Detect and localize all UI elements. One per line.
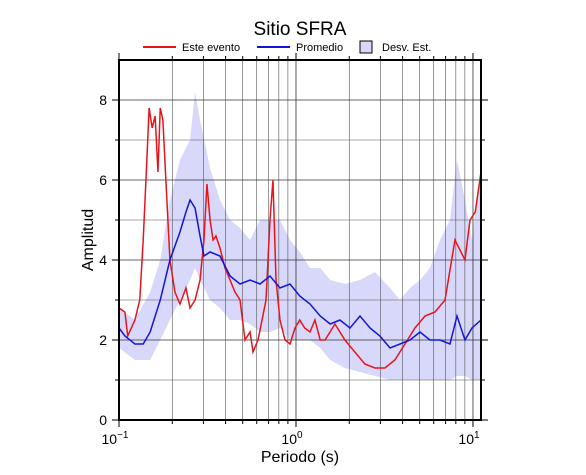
legend-swatch <box>359 40 373 54</box>
x-tick-base: 10 <box>102 431 118 447</box>
x-tick-exponent: −1 <box>117 430 129 441</box>
y-tick-label: 8 <box>99 92 107 108</box>
x-tick-base: 10 <box>281 431 297 447</box>
y-tick-label: 4 <box>99 252 107 268</box>
legend-label: Promedio <box>296 42 343 54</box>
std-band <box>119 92 481 380</box>
series-line <box>118 107 482 369</box>
y-tick-label: 6 <box>99 172 107 188</box>
y-tick-label: 2 <box>99 332 107 348</box>
plot-frame <box>118 59 482 421</box>
x-tick-label: 10−1 <box>102 430 129 447</box>
line-layer <box>118 107 482 369</box>
series-line <box>118 198 482 349</box>
x-tick-base: 10 <box>458 431 474 447</box>
x-tick-exponent: 0 <box>297 430 303 441</box>
y-axis-label: Amplitud <box>80 209 97 271</box>
x-tick-label: 100 <box>281 430 303 447</box>
legend-label: Desv. Est. <box>382 42 431 54</box>
legend-label: Este evento <box>182 42 240 54</box>
y-tick-label: 0 <box>99 412 107 428</box>
chart-title: Sitio SFRA <box>254 19 347 40</box>
x-tick-exponent: 1 <box>474 430 480 441</box>
band-layer <box>119 92 481 380</box>
x-tick-label: 101 <box>458 430 480 447</box>
x-axis-label: Periodo (s) <box>261 449 339 466</box>
grid-layer <box>112 53 488 427</box>
